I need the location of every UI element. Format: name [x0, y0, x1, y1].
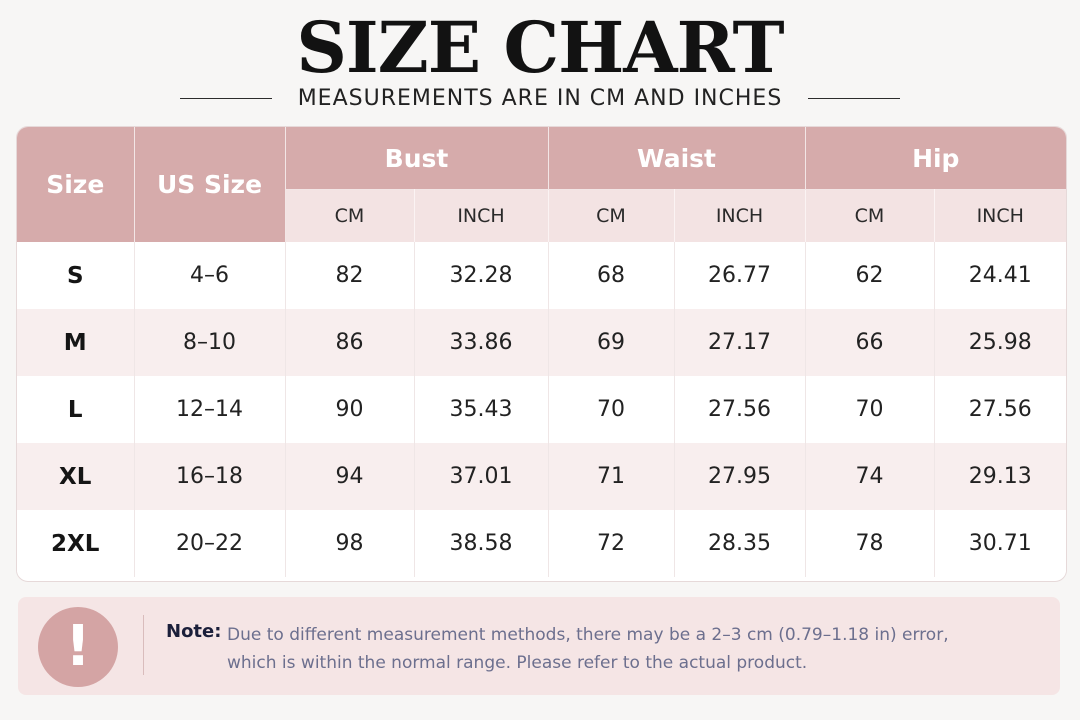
hip-cm-cell: 62: [805, 242, 935, 309]
hip-inch-cell: 27.56: [934, 376, 1066, 443]
note-divider: [143, 615, 144, 675]
header-waist-inch: INCH: [674, 189, 806, 242]
size-cell: L: [17, 376, 135, 443]
table-row: 2XL 20–22 98 38.58 72 28.35 78 30.71: [17, 510, 1066, 577]
note-text: Due to different measurement methods, th…: [227, 621, 1027, 677]
bust-cm-cell: 94: [285, 443, 415, 510]
us-size-cell: 4–6: [134, 242, 286, 309]
us-size-cell: 20–22: [134, 510, 286, 577]
header-bust: Bust: [285, 127, 549, 190]
subtitle-row: MEASUREMENTS ARE IN CM AND INCHES: [0, 84, 1080, 112]
header-waist: Waist: [548, 127, 806, 190]
us-size-cell: 16–18: [134, 443, 286, 510]
waist-inch-cell: 28.35: [674, 510, 806, 577]
size-table: Size US Size Bust Waist Hip CM INCH CM I…: [16, 126, 1067, 582]
header-bust-inch: INCH: [414, 189, 549, 242]
note-line-2: which is within the normal range. Please…: [227, 653, 808, 673]
size-cell: 2XL: [17, 510, 135, 577]
table-row: XL 16–18 94 37.01 71 27.95 74 29.13: [17, 443, 1066, 510]
header-hip-cm: CM: [805, 189, 935, 242]
bust-cm-cell: 86: [285, 309, 415, 376]
table-row: M 8–10 86 33.86 69 27.17 66 25.98: [17, 309, 1066, 376]
header-hip: Hip: [805, 127, 1066, 190]
us-size-cell: 12–14: [134, 376, 286, 443]
us-size-cell: 8–10: [134, 309, 286, 376]
left-rule: [179, 97, 272, 99]
waist-inch-cell: 26.77: [674, 242, 806, 309]
waist-cm-cell: 69: [548, 309, 675, 376]
size-cell: S: [17, 242, 135, 309]
hip-cm-cell: 78: [805, 510, 935, 577]
table-row: S 4–6 82 32.28 68 26.77 62 24.41: [17, 242, 1066, 309]
bust-cm-cell: 82: [285, 242, 415, 309]
page-subtitle: MEASUREMENTS ARE IN CM AND INCHES: [297, 85, 783, 111]
bust-cm-cell: 98: [285, 510, 415, 577]
hip-cm-cell: 74: [805, 443, 935, 510]
exclamation-icon: !: [38, 607, 118, 687]
page-title: SIZE CHART: [296, 6, 784, 89]
waist-cm-cell: 68: [548, 242, 675, 309]
waist-cm-cell: 70: [548, 376, 675, 443]
header-hip-inch: INCH: [934, 189, 1066, 242]
hip-cm-cell: 66: [805, 309, 935, 376]
bust-cm-cell: 90: [285, 376, 415, 443]
table-row: L 12–14 90 35.43 70 27.56 70 27.56: [17, 376, 1066, 443]
note-line-1: Due to different measurement methods, th…: [227, 625, 949, 645]
header-us-size: US Size: [134, 127, 286, 242]
waist-cm-cell: 72: [548, 510, 675, 577]
hip-inch-cell: 29.13: [934, 443, 1066, 510]
hip-inch-cell: 25.98: [934, 309, 1066, 376]
hip-cm-cell: 70: [805, 376, 935, 443]
header-waist-cm: CM: [548, 189, 675, 242]
size-cell: M: [17, 309, 135, 376]
waist-cm-cell: 71: [548, 443, 675, 510]
size-cell: XL: [17, 443, 135, 510]
note-label: Note:: [166, 621, 222, 642]
bust-inch-cell: 33.86: [414, 309, 549, 376]
hip-inch-cell: 24.41: [934, 242, 1066, 309]
bust-inch-cell: 35.43: [414, 376, 549, 443]
bust-inch-cell: 32.28: [414, 242, 549, 309]
header-bust-cm: CM: [285, 189, 415, 242]
waist-inch-cell: 27.17: [674, 309, 806, 376]
bust-inch-cell: 37.01: [414, 443, 549, 510]
note-box: ! Note: Due to different measurement met…: [18, 597, 1060, 695]
header-size: Size: [17, 127, 135, 242]
right-rule: [808, 97, 901, 99]
hip-inch-cell: 30.71: [934, 510, 1066, 577]
waist-inch-cell: 27.56: [674, 376, 806, 443]
waist-inch-cell: 27.95: [674, 443, 806, 510]
bust-inch-cell: 38.58: [414, 510, 549, 577]
